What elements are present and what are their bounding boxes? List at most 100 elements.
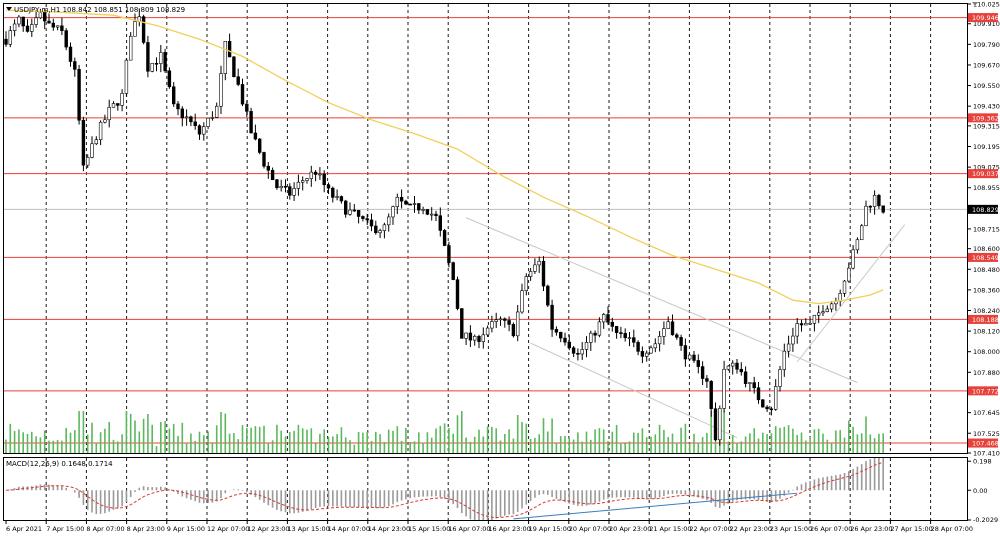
candle-body <box>386 216 391 226</box>
x-tick-label: 21 Apr 15:00 <box>649 525 691 533</box>
candle-body <box>584 342 589 350</box>
candle-body <box>103 119 107 123</box>
candle-body <box>4 38 8 45</box>
candle-body <box>30 24 34 32</box>
candle-body <box>202 126 206 135</box>
candle-body <box>851 249 855 269</box>
symbol-header: USDJPY,m,H1 108.842 108.851 108.809 108.… <box>14 6 185 14</box>
candle-body <box>81 119 86 166</box>
candle-body <box>245 103 249 112</box>
candle-body <box>601 314 606 323</box>
candle-body <box>348 209 352 215</box>
candle-body <box>554 329 559 333</box>
x-tick-label: 27 Apr 15:00 <box>890 525 932 533</box>
candle-body <box>270 169 275 181</box>
candle-body <box>644 352 649 357</box>
candle-body <box>881 205 885 213</box>
candle-body <box>636 342 640 352</box>
x-tick-label: 7 Apr 15:00 <box>46 525 84 533</box>
y-tick-label: 109.075 <box>973 164 1000 172</box>
candle-body <box>129 35 133 61</box>
candle-body <box>541 260 546 287</box>
candle-body <box>98 121 103 141</box>
y-tick-label: 108.240 <box>973 307 1000 315</box>
candle-body <box>391 206 395 218</box>
candle-body <box>309 171 313 179</box>
chart-shift-marker[interactable] <box>972 2 978 6</box>
candlesticks <box>4 8 885 446</box>
candle-body <box>210 117 215 119</box>
x-tick-label: 19 Apr 15:00 <box>529 525 571 533</box>
candle-body <box>825 308 830 312</box>
candle-body <box>653 343 658 349</box>
candle-body <box>558 331 563 339</box>
candle-body <box>528 271 533 277</box>
macd-histogram <box>9 458 885 520</box>
candle-body <box>464 332 468 339</box>
x-tick-label: 22 Apr 23:00 <box>730 525 772 533</box>
symbol-dropdown-icon[interactable] <box>6 7 12 11</box>
candle-body <box>361 216 365 219</box>
candle-body <box>868 205 873 208</box>
candle-body <box>120 93 124 106</box>
candle-body <box>159 52 163 64</box>
candle-body <box>847 267 851 282</box>
candle-body <box>692 354 696 361</box>
candle-body <box>240 84 245 105</box>
candle-body <box>619 332 623 334</box>
candle-body <box>215 105 219 118</box>
candle-body <box>503 318 507 321</box>
x-tick-label: 12 Apr 07:00 <box>207 525 249 533</box>
candle-body <box>55 25 60 28</box>
candle-body <box>623 332 627 339</box>
candle-body <box>232 56 236 78</box>
candle-body <box>468 332 473 341</box>
x-tick-label: 6 Apr 2021 <box>6 525 42 533</box>
candle-body <box>335 196 339 198</box>
candle-body <box>808 322 812 325</box>
candle-body <box>369 219 374 227</box>
candle-body <box>816 312 821 316</box>
candle-body <box>206 117 210 127</box>
candle-body <box>262 152 266 167</box>
level-label: 107.468 <box>972 440 999 448</box>
x-tick-label: 8 Apr 23:00 <box>127 525 165 533</box>
y-tick-label: 109.790 <box>973 41 1000 49</box>
candle-body <box>356 209 361 217</box>
candle-body <box>670 321 675 336</box>
candle-body <box>442 230 447 246</box>
macd-pane-frame <box>3 457 968 521</box>
candle-body <box>249 111 253 134</box>
x-tick-label: 13 Apr 15:00 <box>287 525 329 533</box>
candle-body <box>447 245 451 263</box>
x-tick-label: 16 Apr 07:00 <box>448 525 490 533</box>
y-tick-label: 107.880 <box>973 369 1000 377</box>
x-tick-label: 14 Apr 23:00 <box>368 525 410 533</box>
candle-body <box>434 213 438 217</box>
candle-body <box>141 16 146 43</box>
candle-body <box>326 184 331 189</box>
candle-body <box>662 328 666 337</box>
candle-body <box>786 343 791 352</box>
candle-body <box>305 178 309 181</box>
candle-body <box>864 205 868 227</box>
candle-body <box>77 69 81 121</box>
candle-body <box>515 311 520 337</box>
last-price-label: 108.829 <box>972 206 999 214</box>
candle-body <box>632 337 636 343</box>
candle-body <box>219 73 223 107</box>
level-label-bg <box>968 13 998 23</box>
candle-body <box>812 314 817 324</box>
x-tick-label: 28 Apr 07:00 <box>931 525 973 533</box>
candle-body <box>748 382 752 384</box>
x-tick-label: 14 Apr 07:00 <box>328 525 370 533</box>
y-tick-label: 108.600 <box>973 245 1000 253</box>
macd-signal-line <box>5 461 884 519</box>
candle-body <box>146 42 150 72</box>
candle-body <box>576 353 580 355</box>
candle-body <box>859 225 864 241</box>
candle-body <box>799 323 804 326</box>
candle-body <box>382 224 387 231</box>
y-tick-label: 109.910 <box>973 20 1000 28</box>
